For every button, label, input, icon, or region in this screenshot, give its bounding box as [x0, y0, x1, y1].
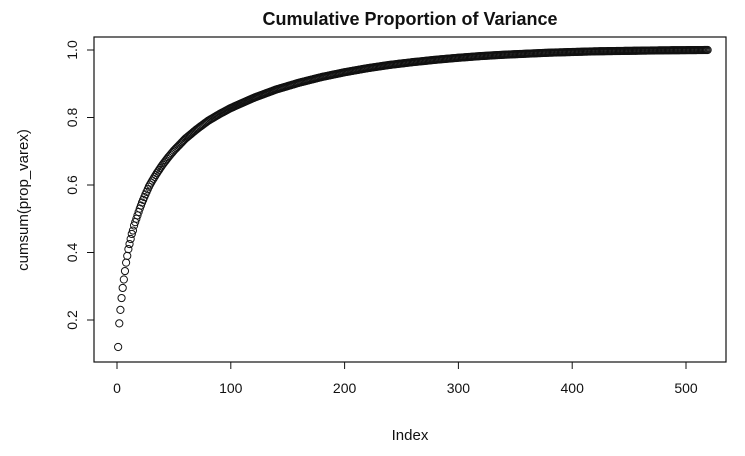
- data-point: [703, 45, 712, 55]
- data-point: [144, 182, 153, 191]
- data-point: [119, 275, 128, 284]
- x-axis: 0 100 200 300 400 500: [113, 361, 698, 396]
- y-tick-label: 0.2: [64, 310, 80, 330]
- x-tick-label: 500: [674, 380, 698, 396]
- data-point: [124, 245, 133, 254]
- y-axis: 0.2 0.4 0.6 0.8 1.0: [64, 40, 95, 330]
- data-point: [117, 293, 126, 303]
- x-tick-label: 100: [219, 380, 243, 396]
- data-point: [128, 226, 138, 235]
- y-tick-label: 0.6: [64, 175, 80, 195]
- y-tick-label: 0.4: [64, 243, 80, 263]
- y-axis-label: cumsum(prop_varex): [15, 129, 32, 271]
- data-point: [116, 305, 125, 314]
- x-tick-label: 400: [561, 380, 585, 396]
- data-point: [126, 234, 135, 244]
- x-axis-label: Index: [392, 427, 429, 444]
- data-point: [114, 342, 123, 352]
- y-tick-label: 1.0: [64, 40, 80, 60]
- data-points: [114, 45, 712, 352]
- x-tick-label: 0: [113, 380, 121, 396]
- data-point: [120, 266, 130, 276]
- data-point: [123, 251, 132, 260]
- data-point: [127, 229, 136, 239]
- y-tick-label: 0.8: [64, 108, 80, 128]
- x-tick-label: 200: [333, 380, 357, 396]
- data-point: [115, 319, 124, 328]
- data-point: [145, 180, 155, 189]
- chart-title: Cumulative Proportion of Variance: [262, 9, 557, 29]
- plot-frame: [93, 36, 727, 363]
- data-point: [125, 239, 134, 249]
- x-tick-label: 300: [447, 380, 471, 396]
- data-point: [118, 283, 127, 293]
- data-point: [122, 258, 131, 267]
